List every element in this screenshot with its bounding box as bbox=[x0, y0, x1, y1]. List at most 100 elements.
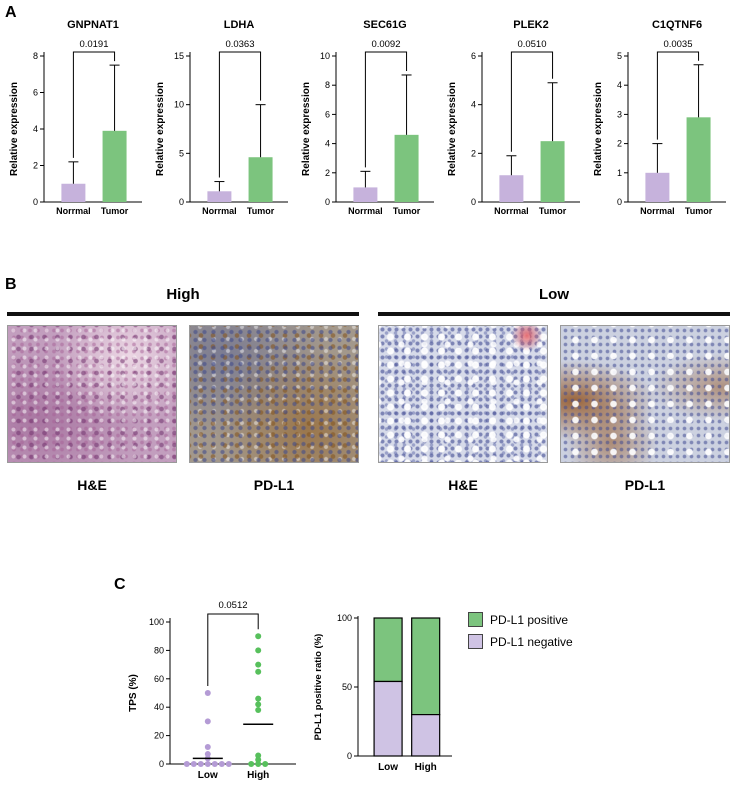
svg-text:Norrmal: Norrmal bbox=[348, 206, 383, 216]
svg-text:50: 50 bbox=[342, 682, 352, 692]
svg-text:3: 3 bbox=[617, 109, 622, 119]
svg-text:6: 6 bbox=[33, 88, 38, 98]
svg-text:Low: Low bbox=[378, 762, 398, 773]
tps-scatter-chart: 0 20 40 60 80 100 TPS (%) Low High 0.0512 bbox=[128, 600, 296, 781]
legend-item-positive: PD-L1 positive bbox=[468, 612, 573, 627]
svg-text:TPS (%): TPS (%) bbox=[128, 674, 139, 712]
svg-text:Relative expression: Relative expression bbox=[155, 82, 166, 176]
svg-text:0.0035: 0.0035 bbox=[663, 39, 692, 50]
svg-text:0: 0 bbox=[471, 197, 476, 207]
svg-text:Relative expression: Relative expression bbox=[9, 82, 20, 176]
histology-image-he-high bbox=[7, 325, 177, 463]
chart-plek2: PLEK2 0 2 4 6 Relative expression Norrmal Tumor… bbox=[447, 19, 580, 216]
legend-item-negative: PD-L1 negative bbox=[468, 634, 573, 649]
svg-text:1: 1 bbox=[617, 168, 622, 178]
group-high-title: High bbox=[166, 286, 200, 303]
svg-text:20: 20 bbox=[154, 731, 164, 741]
svg-text:8: 8 bbox=[33, 51, 38, 61]
panel-b-histology: High H&E PD-L1 Low H&E bbox=[0, 286, 737, 493]
svg-text:Norrmal: Norrmal bbox=[202, 206, 237, 216]
svg-text:0: 0 bbox=[159, 759, 164, 769]
svg-text:0.0512: 0.0512 bbox=[218, 600, 247, 611]
svg-text:0: 0 bbox=[33, 197, 38, 207]
pdl1-stack-wrap: 0 50 100 PD-L1 positive ratio (%) Low High bbox=[310, 604, 460, 794]
figure-pdl1-high: PD-L1 bbox=[189, 325, 359, 493]
svg-text:Tumor: Tumor bbox=[101, 206, 129, 216]
stain-caption-he-high: H&E bbox=[77, 477, 107, 493]
panel-c-label: C bbox=[114, 576, 126, 593]
svg-text:Tumor: Tumor bbox=[685, 206, 713, 216]
pdl1-legend: PD-L1 positive PD-L1 negative bbox=[468, 612, 573, 649]
svg-text:4: 4 bbox=[471, 100, 476, 110]
svg-text:2: 2 bbox=[471, 148, 476, 158]
svg-text:5: 5 bbox=[179, 148, 184, 158]
figure-he-low: H&E bbox=[378, 325, 548, 493]
svg-text:High: High bbox=[247, 770, 269, 781]
legend-swatch-positive bbox=[468, 612, 483, 627]
chart-gnpnat1: GNPNAT1 0 2 4 6 8 Relative expression Norrmal Tu… bbox=[9, 19, 142, 216]
histology-image-pdl1-high bbox=[189, 325, 359, 463]
svg-text:Tumor: Tumor bbox=[539, 206, 567, 216]
svg-text:4: 4 bbox=[617, 80, 622, 90]
svg-text:Tumor: Tumor bbox=[247, 206, 275, 216]
svg-text:100: 100 bbox=[149, 617, 164, 627]
group-high-rule bbox=[7, 312, 359, 316]
svg-text:0.0092: 0.0092 bbox=[371, 39, 400, 50]
svg-text:Norrmal: Norrmal bbox=[640, 206, 675, 216]
group-low-title: Low bbox=[539, 286, 569, 303]
group-low-images: H&E PD-L1 bbox=[378, 325, 730, 493]
pdl1-stacked-chart: 0 50 100 PD-L1 positive ratio (%) Low High bbox=[313, 613, 452, 773]
svg-text:6: 6 bbox=[471, 51, 476, 61]
svg-text:LDHA: LDHA bbox=[224, 19, 255, 31]
histology-group-low: Low H&E PD-L1 bbox=[378, 286, 730, 493]
svg-text:4: 4 bbox=[33, 124, 38, 134]
svg-text:100: 100 bbox=[337, 613, 352, 623]
svg-text:Relative expression: Relative expression bbox=[301, 82, 312, 176]
svg-text:10: 10 bbox=[320, 51, 330, 61]
svg-text:0.0191: 0.0191 bbox=[79, 39, 108, 50]
legend-label-positive: PD-L1 positive bbox=[490, 612, 569, 627]
svg-text:0: 0 bbox=[617, 197, 622, 207]
svg-text:SEC61G: SEC61G bbox=[363, 19, 406, 31]
svg-text:Relative expression: Relative expression bbox=[447, 82, 458, 176]
svg-text:15: 15 bbox=[174, 51, 184, 61]
svg-text:60: 60 bbox=[154, 674, 164, 684]
chart-sec61g: SEC61G 0 2 4 6 8 10 Relative expression Norrmal T… bbox=[301, 19, 434, 216]
svg-text:2: 2 bbox=[325, 168, 330, 178]
svg-text:C1QTNF6: C1QTNF6 bbox=[652, 19, 702, 31]
figure-pdl1-low: PD-L1 bbox=[560, 325, 730, 493]
svg-text:Norrmal: Norrmal bbox=[494, 206, 529, 216]
svg-text:0.0363: 0.0363 bbox=[225, 39, 254, 50]
legend-swatch-negative bbox=[468, 634, 483, 649]
chart-c1qtnf6: C1QTNF6 0 1 2 3 4 5 Relative expression Norrmal T… bbox=[593, 19, 726, 216]
stain-caption-pdl1-high: PD-L1 bbox=[253, 477, 295, 493]
svg-text:Norrmal: Norrmal bbox=[56, 206, 91, 216]
histology-image-pdl1-low bbox=[560, 325, 730, 463]
histology-group-high: High H&E PD-L1 bbox=[7, 286, 359, 493]
svg-text:0: 0 bbox=[347, 751, 352, 761]
svg-text:GNPNAT1: GNPNAT1 bbox=[67, 19, 119, 31]
svg-text:0.0510: 0.0510 bbox=[517, 39, 546, 50]
svg-text:PLEK2: PLEK2 bbox=[513, 19, 548, 31]
svg-text:High: High bbox=[415, 762, 437, 773]
svg-text:PD-L1 positive ratio (%): PD-L1 positive ratio (%) bbox=[313, 634, 324, 741]
svg-text:Low: Low bbox=[198, 770, 218, 781]
svg-text:Relative expression: Relative expression bbox=[593, 82, 604, 176]
histology-image-he-low bbox=[378, 325, 548, 463]
svg-text:6: 6 bbox=[325, 109, 330, 119]
svg-text:80: 80 bbox=[154, 645, 164, 655]
stain-caption-pdl1-low: PD-L1 bbox=[624, 477, 666, 493]
group-high-images: H&E PD-L1 bbox=[7, 325, 359, 493]
svg-text:Tumor: Tumor bbox=[393, 206, 421, 216]
tps-scatter-wrap: 0 20 40 60 80 100 TPS (%) Low High 0.0512 bbox=[124, 588, 304, 797]
svg-text:2: 2 bbox=[617, 139, 622, 149]
figure-he-high: H&E bbox=[7, 325, 177, 493]
stain-caption-he-low: H&E bbox=[448, 477, 478, 493]
group-low-rule bbox=[378, 312, 730, 316]
panel-b-label: B bbox=[5, 276, 17, 293]
legend-label-negative: PD-L1 negative bbox=[490, 634, 573, 649]
svg-text:0: 0 bbox=[179, 197, 184, 207]
panel-a-label: A bbox=[5, 4, 17, 21]
svg-text:4: 4 bbox=[325, 139, 330, 149]
svg-text:5: 5 bbox=[617, 51, 622, 61]
